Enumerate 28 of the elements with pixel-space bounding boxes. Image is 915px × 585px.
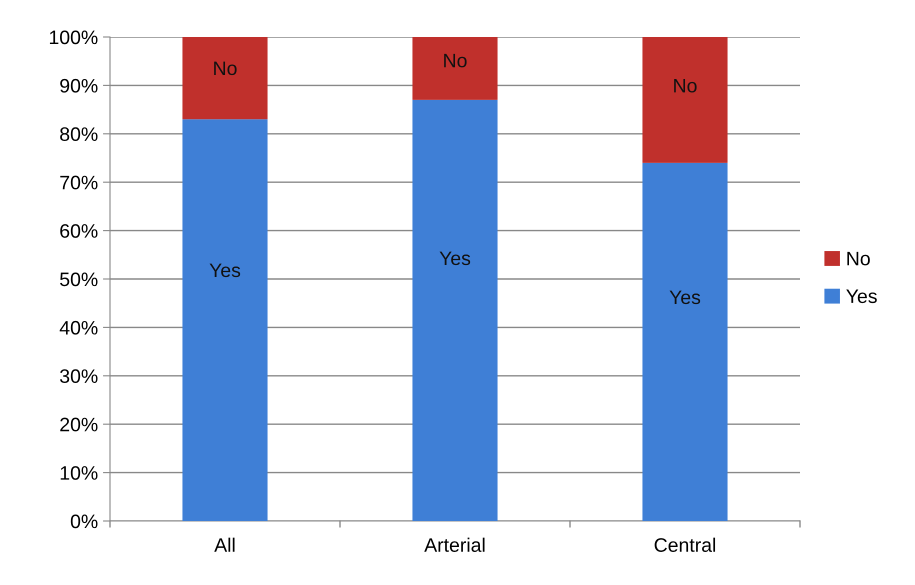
bar: [182, 119, 268, 521]
text: Yes: [440, 252, 470, 266]
y-tick-label: 50%: [60, 272, 98, 286]
bar: [642, 37, 728, 163]
text: Yes: [210, 264, 240, 278]
y-tick-label: 30%: [60, 369, 98, 384]
bar: [412, 37, 498, 100]
bar: [642, 162, 728, 521]
y-tick-label: 0%: [70, 514, 98, 528]
text: No: [444, 54, 467, 68]
x-tick-label: Arterial: [424, 538, 484, 552]
x-tick-label: Central: [654, 538, 716, 552]
bar: [182, 37, 268, 120]
legend-label: No: [847, 252, 870, 266]
y-tick-label: 90%: [60, 78, 98, 93]
y-tick-label: 10%: [60, 466, 98, 480]
text: Yes: [670, 290, 700, 304]
y-tick-label: 80%: [60, 127, 98, 142]
y-tick-label: 20%: [60, 418, 98, 432]
y-tick-label: 70%: [60, 176, 98, 190]
bar: [412, 100, 498, 521]
y-tick-label: 60%: [60, 224, 98, 238]
y-tick-label: 40%: [60, 320, 98, 335]
text: No: [674, 78, 697, 93]
x-tick-label: All: [214, 538, 235, 552]
text: No: [214, 62, 237, 76]
y-tick-label: 100%: [50, 30, 98, 44]
legend-label: Yes: [846, 290, 877, 304]
